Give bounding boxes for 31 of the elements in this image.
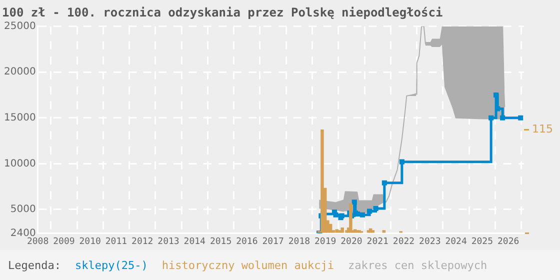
x-tick-label: 2014: [184, 236, 206, 247]
x-tick-label: 2009: [53, 236, 75, 247]
x-tick-label: 2012: [132, 236, 154, 247]
y2-tick-label: 115: [532, 122, 554, 136]
x-tick-label: 2015: [210, 236, 232, 247]
x-tick-label: 2013: [158, 236, 180, 247]
text: zakres cen sklepowych: [348, 258, 488, 272]
text: sklepy(25-): [74, 258, 148, 272]
chart-title: 100 zł - 100. rocznica odzyskania przez Polskę niepodległości: [2, 5, 443, 20]
x-tick-label: 2018: [288, 236, 310, 247]
x-tick-label: 2020: [340, 236, 362, 247]
x-tick-label: 2021: [366, 236, 388, 247]
y-tick-label: 15000: [4, 112, 36, 124]
x-tick-label: 2016: [236, 236, 258, 247]
x-tick-label: 2017: [262, 236, 284, 247]
y-tick-label: 20000: [4, 66, 36, 78]
x-tick-label: 2011: [105, 236, 128, 247]
x-tick-label: 2008: [26, 236, 49, 247]
x-tick-label: 2024: [445, 236, 467, 247]
x-tick-label: 2019: [314, 236, 336, 247]
x-tick-label: 2025: [471, 236, 494, 247]
x-tick-label: 2026: [497, 236, 520, 247]
y-tick-label: 10000: [4, 158, 36, 170]
y-tick-label: 25000: [4, 20, 36, 32]
legend-title: Legenda:: [8, 258, 61, 272]
text: historyczny wolumen aukcji: [162, 258, 334, 272]
x-tick-label: 2023: [419, 236, 441, 247]
x-tick-label: 2010: [79, 236, 101, 247]
y-tick-label: 5000: [10, 204, 36, 216]
x-tick-label: 2022: [392, 236, 415, 247]
y-tick-label: 2400: [10, 228, 36, 239]
